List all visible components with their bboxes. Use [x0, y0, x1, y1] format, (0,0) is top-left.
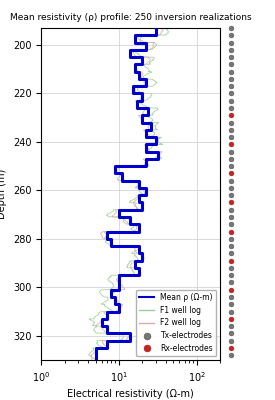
Title: Mean resistivity (ρ) profile: 250 inversion realizations: Mean resistivity (ρ) profile: 250 invers…	[10, 13, 251, 22]
Y-axis label: Depth (m): Depth (m)	[0, 169, 7, 219]
X-axis label: Electrical resistivity (Ω-m): Electrical resistivity (Ω-m)	[67, 389, 194, 399]
Legend: Mean ρ (Ω-m), F1 well log, F2 well log, Tx-electrodes, Rx-electrodes: Mean ρ (Ω-m), F1 well log, F2 well log, …	[136, 290, 216, 356]
